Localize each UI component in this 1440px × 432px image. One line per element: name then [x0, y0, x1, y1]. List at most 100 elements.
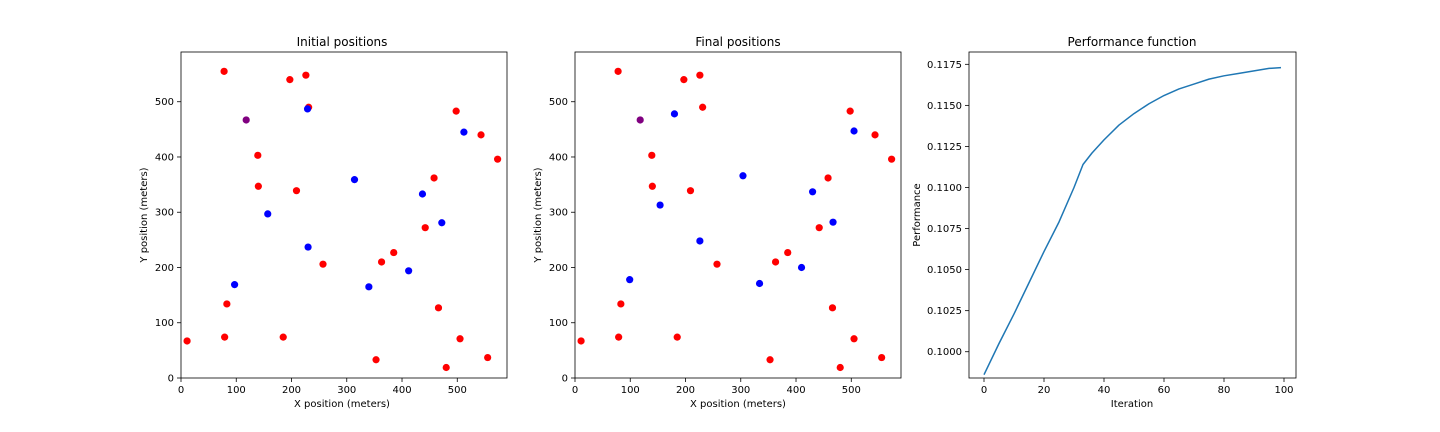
data-point — [421, 224, 429, 232]
y-axis-label: Y position (meters) — [139, 167, 150, 263]
plot-area-frame — [968, 51, 1297, 379]
data-point — [828, 304, 837, 312]
y-tick-label: 400 — [549, 152, 568, 163]
data-point — [871, 131, 879, 139]
data-point — [183, 337, 191, 345]
x-axis-label: X position (meters) — [690, 399, 786, 410]
x-axis-label: X position (meters) — [294, 399, 390, 410]
data-point — [686, 187, 695, 195]
data-point — [784, 248, 792, 257]
chart-title: Final positions — [695, 35, 780, 49]
data-point — [797, 263, 806, 272]
data-point — [365, 283, 373, 291]
x-tick-label: 200 — [282, 385, 301, 396]
chart-title: Performance function — [1068, 35, 1197, 49]
data-point — [755, 279, 764, 288]
x-tick-label: 40 — [1098, 385, 1111, 396]
data-point — [836, 363, 844, 372]
data-point — [648, 182, 656, 190]
data-point — [319, 260, 327, 268]
y-tick-label: 0.1125 — [927, 142, 962, 153]
y-tick-label: 400 — [155, 152, 174, 163]
data-point — [614, 67, 622, 75]
data-point — [766, 356, 774, 364]
data-point — [850, 127, 858, 135]
data-point — [739, 172, 747, 180]
x-tick-label: 100 — [227, 385, 246, 396]
data-point — [303, 105, 312, 113]
data-point — [771, 258, 780, 266]
data-point — [577, 337, 585, 345]
y-tick-label: 500 — [155, 97, 174, 108]
y-tick-label: 0.1000 — [927, 347, 962, 358]
y-tick-label: 0 — [168, 374, 174, 385]
y-tick-label: 0.1100 — [927, 183, 962, 194]
data-point — [617, 300, 625, 308]
data-point — [626, 276, 634, 284]
y-tick-label: 100 — [549, 318, 568, 329]
data-point — [673, 333, 681, 341]
y-tick-label: 200 — [549, 263, 568, 274]
x-tick-label: 300 — [337, 385, 356, 396]
initial-positions-chart: Initial positions X position (meters) Y … — [139, 35, 508, 410]
data-point — [460, 128, 468, 136]
x-tick-label: 400 — [392, 385, 411, 396]
data-point — [824, 174, 832, 182]
y-axis-label: Performance — [912, 183, 923, 246]
data-point — [878, 353, 886, 362]
data-point — [430, 174, 438, 182]
x-tick-label: 80 — [1218, 385, 1231, 396]
data-point — [670, 110, 679, 118]
data-point — [372, 356, 380, 364]
x-tick-label: 20 — [1038, 385, 1051, 396]
x-tick-label: 400 — [786, 385, 805, 396]
x-tick-label: 500 — [842, 385, 861, 396]
y-tick-label: 0 — [562, 374, 568, 385]
data-point — [456, 335, 464, 343]
data-point — [254, 151, 262, 159]
data-point — [230, 281, 239, 289]
data-point — [279, 333, 287, 341]
data-point — [656, 201, 664, 209]
data-point — [223, 300, 231, 308]
data-point — [829, 218, 837, 226]
data-point — [442, 363, 450, 372]
data-point — [242, 116, 250, 124]
x-tick-label: 100 — [1274, 385, 1293, 396]
y-axis-label: Y position (meters) — [533, 167, 544, 263]
data-point — [648, 151, 656, 159]
data-point — [302, 71, 310, 79]
y-tick-label: 500 — [549, 97, 568, 108]
x-tick-label: 0 — [981, 385, 987, 396]
x-tick-label: 0 — [178, 385, 184, 396]
y-tick-label: 0.1025 — [927, 306, 962, 317]
plot-area-frame — [574, 51, 902, 379]
x-tick-label: 0 — [572, 385, 578, 396]
chart-title: Initial positions — [297, 35, 388, 49]
data-point — [452, 107, 460, 115]
data-point — [220, 67, 228, 75]
data-point — [696, 71, 704, 79]
data-point — [636, 116, 644, 124]
data-point — [221, 333, 229, 341]
plot-area-frame — [180, 51, 508, 379]
y-tick-label: 0.1175 — [927, 60, 962, 71]
y-tick-label: 300 — [549, 208, 568, 219]
data-point — [477, 131, 485, 139]
data-point — [286, 76, 294, 84]
data-point — [699, 103, 707, 111]
y-tick-label: 0.1050 — [927, 265, 962, 276]
data-point — [304, 243, 312, 251]
data-point — [484, 353, 492, 362]
data-point — [494, 155, 502, 163]
y-tick-label: 100 — [155, 318, 174, 329]
x-tick-label: 200 — [676, 385, 695, 396]
data-point — [696, 237, 704, 245]
data-point — [846, 107, 854, 115]
data-point — [815, 224, 823, 232]
data-point — [615, 333, 623, 341]
data-point — [292, 187, 301, 195]
y-tick-label: 0.1150 — [927, 101, 962, 112]
series-line — [983, 66, 1282, 376]
data-point — [254, 182, 262, 190]
